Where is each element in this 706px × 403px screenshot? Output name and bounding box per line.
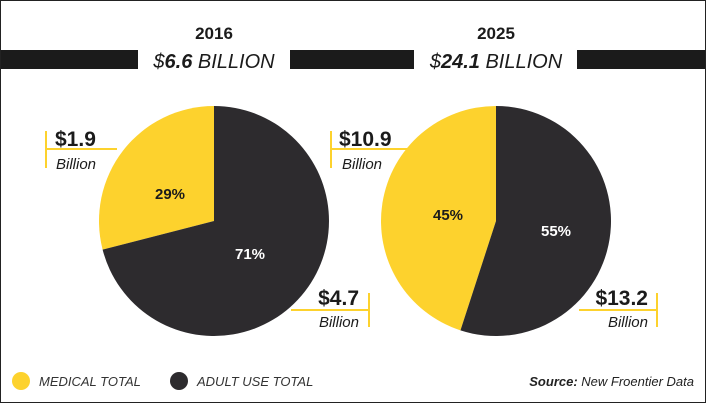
legend-swatch-medical [12, 372, 30, 390]
header-bar-left [1, 50, 138, 69]
legend-swatch-adult [170, 372, 188, 390]
callout-2025-adult: $13.2 Billion [579, 287, 658, 331]
percent-2025-adult: 55% [541, 223, 571, 240]
legend-label-adult: ADULT USE TOTAL [196, 374, 313, 389]
year-2025: 2025 [477, 24, 515, 43]
legend-label-medical: MEDICAL TOTAL [39, 374, 141, 389]
source-note: Source: New Froentier Data [529, 374, 694, 389]
year-2016: 2016 [195, 24, 233, 43]
amount-2016-medical: $1.9 [55, 128, 96, 151]
callout-2016-medical: $1.9 Billion [45, 128, 117, 173]
header-bar-right [577, 50, 705, 69]
slice-2016-adult [102, 106, 329, 336]
slice-2025-medical [381, 106, 496, 331]
percent-2016-adult: 71% [235, 246, 265, 263]
percent-2025-medical: 45% [433, 207, 463, 224]
slice-2025-adult [460, 106, 612, 336]
amount-2025-adult: $13.2 [595, 287, 648, 310]
unit-2025-medical: Billion [342, 156, 382, 173]
pie-2025 [381, 106, 612, 336]
header-bar-middle [290, 50, 414, 69]
total-2016: $6.6 BILLION [152, 51, 275, 73]
percent-2016-medical: 29% [155, 186, 185, 203]
unit-2016-adult: Billion [319, 314, 359, 331]
unit-2016-medical: Billion [56, 156, 96, 173]
amount-2025-medical: $10.9 [339, 128, 392, 151]
callout-2025-medical: $10.9 Billion [330, 128, 413, 173]
unit-2025-adult: Billion [608, 314, 648, 331]
slice-2016-medical [98, 106, 214, 250]
callout-2016-adult: $4.7 Billion [291, 287, 370, 331]
amount-2016-adult: $4.7 [318, 287, 359, 310]
pie-2016 [98, 106, 329, 336]
total-2025: $24.1 BILLION [429, 51, 563, 73]
